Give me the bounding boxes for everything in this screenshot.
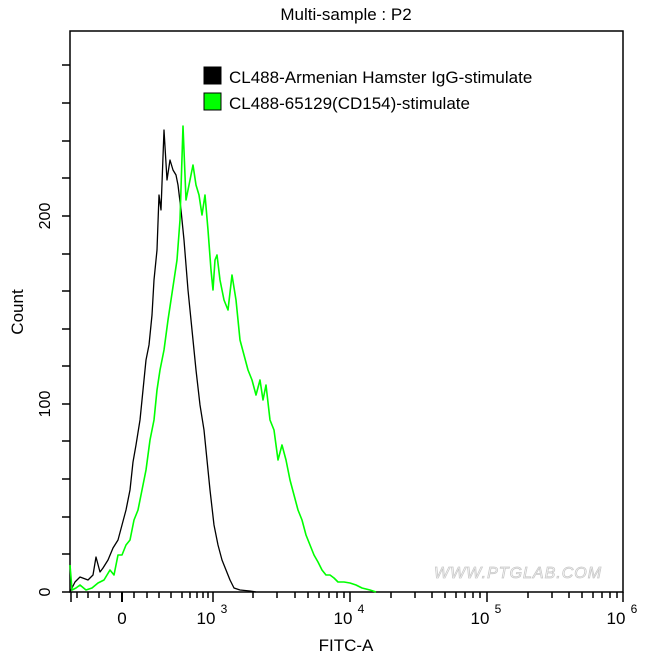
y-tick-label-0: 0 <box>37 587 54 596</box>
x-axis-label: FITC-A <box>319 636 374 655</box>
legend-label-1: CL488-Armenian Hamster IgG-stimulate <box>229 68 532 87</box>
y-axis-ticks <box>62 64 70 593</box>
svg-text:3: 3 <box>221 602 228 616</box>
plot-area <box>69 30 624 593</box>
legend: CL488-Armenian Hamster IgG-stimulate CL4… <box>203 66 532 113</box>
x-tick-label-1e6: 10 6 <box>607 602 638 628</box>
legend-item-cd154: CL488-65129(CD154)-stimulate <box>203 92 470 113</box>
x-tick-label-0: 0 <box>117 609 126 628</box>
svg-text:5: 5 <box>495 602 502 616</box>
y-tick-label-100: 100 <box>37 391 54 418</box>
svg-text:6: 6 <box>631 602 638 616</box>
svg-text:10: 10 <box>197 609 216 628</box>
svg-text:10: 10 <box>334 609 353 628</box>
x-tick-label-1e5: 10 5 <box>471 602 502 628</box>
legend-label-2: CL488-65129(CD154)-stimulate <box>229 94 470 113</box>
legend-swatch-black <box>203 66 222 85</box>
svg-text:10: 10 <box>471 609 490 628</box>
legend-swatch-green <box>203 92 222 111</box>
series-line-cd154 <box>69 125 377 593</box>
y-axis-label: Count <box>8 289 27 335</box>
y-tick-label-200: 200 <box>37 203 54 230</box>
legend-item-isotype-control: CL488-Armenian Hamster IgG-stimulate <box>203 66 532 87</box>
chart-title: Multi-sample : P2 <box>280 5 411 24</box>
x-axis-ticks <box>70 592 624 602</box>
svg-text:4: 4 <box>358 602 365 616</box>
svg-text:10: 10 <box>607 609 626 628</box>
watermark-text: WWW.PTGLAB.COM <box>434 565 602 582</box>
x-tick-label-1e4: 10 4 <box>334 602 365 628</box>
x-tick-label-1e3: 10 3 <box>197 602 228 628</box>
series-line-isotype-control <box>69 129 257 593</box>
